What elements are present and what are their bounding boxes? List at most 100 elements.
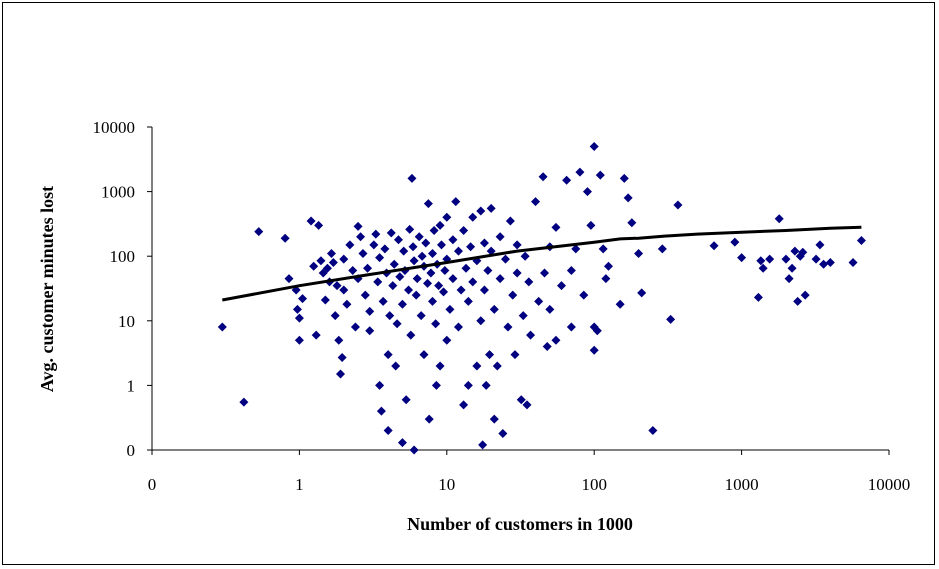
data-point [551,222,561,232]
data-point [478,440,488,450]
data-point [795,251,805,261]
data-point [516,395,526,405]
data-point [673,200,683,210]
data-point [356,232,366,242]
data-point [406,330,416,340]
data-point [428,249,438,259]
data-point [582,187,592,197]
data-point [472,361,482,371]
data-point [383,426,393,436]
y-tick-label: 1000 [101,183,135,202]
data-point [589,141,599,151]
data-point [556,281,566,291]
data-point [453,322,463,332]
data-point [539,268,549,278]
data-point [453,246,463,256]
data-point [508,290,518,300]
data-point [800,290,810,300]
data-point [486,246,496,256]
data-point [592,326,602,336]
data-point [320,295,330,305]
data-point [375,253,385,263]
data-point [790,246,800,256]
y-tick-label: 1 [127,376,136,395]
data-point [217,322,227,332]
data-point [409,256,419,266]
x-tick-label: 1 [295,475,304,494]
x-axis-title: Number of customers in 1000 [407,514,633,534]
data-point [737,253,747,263]
data-point [412,274,422,284]
data-point [363,263,373,273]
data-point [408,242,418,252]
data-point [342,299,352,309]
data-point [378,296,388,306]
data-point [389,259,399,269]
data-point [520,251,530,261]
data-point [657,244,667,254]
y-tick-labels: 0 1 10 100 1000 10000 [93,118,136,460]
data-point [566,322,576,332]
data-point [399,246,409,256]
data-point [239,397,249,407]
data-point [328,257,338,267]
data-point [375,380,385,390]
data-point [332,281,342,291]
data-point [294,335,304,345]
data-point [423,278,433,288]
data-point [522,400,532,410]
data-point [442,212,452,222]
data-point [423,199,433,209]
data-point [579,290,589,300]
data-point [417,251,427,261]
data-point [365,326,375,336]
data-point [531,197,541,207]
data-point [411,290,421,300]
data-point [468,277,478,287]
data-point [348,266,358,276]
data-point [459,400,469,410]
x-tick-label: 1000 [725,475,759,494]
data-point [709,241,719,251]
y-tick-label: 10 [118,312,135,331]
data-point [648,426,658,436]
data-point [365,306,375,316]
data-point [485,350,495,360]
data-point [397,299,407,309]
data-point [571,244,581,254]
data-point [463,380,473,390]
data-point [314,220,324,230]
data-point [666,314,676,324]
data-point [393,235,403,245]
data-point [476,316,486,326]
data-point [294,313,304,323]
data-points [217,141,866,455]
data-point [369,240,379,250]
data-point [391,361,401,371]
data-point [634,249,644,259]
data-point [518,311,528,321]
data-point [623,193,633,203]
data-point [309,261,319,271]
data-point [787,263,797,273]
data-point [442,335,452,345]
data-point [753,292,763,302]
data-point [461,263,471,273]
data-point [426,268,436,278]
data-point [486,203,496,213]
data-point [439,287,449,297]
data-point [428,296,438,306]
x-tick-label: 0 [148,475,157,494]
data-point [595,170,605,180]
x-tick-label: 10000 [868,475,911,494]
data-point [758,263,768,273]
data-point [385,311,395,321]
data-point [526,330,536,340]
data-point [781,254,791,264]
data-point [434,281,444,291]
data-point [774,214,784,224]
data-point [562,175,572,185]
data-point [424,414,434,424]
